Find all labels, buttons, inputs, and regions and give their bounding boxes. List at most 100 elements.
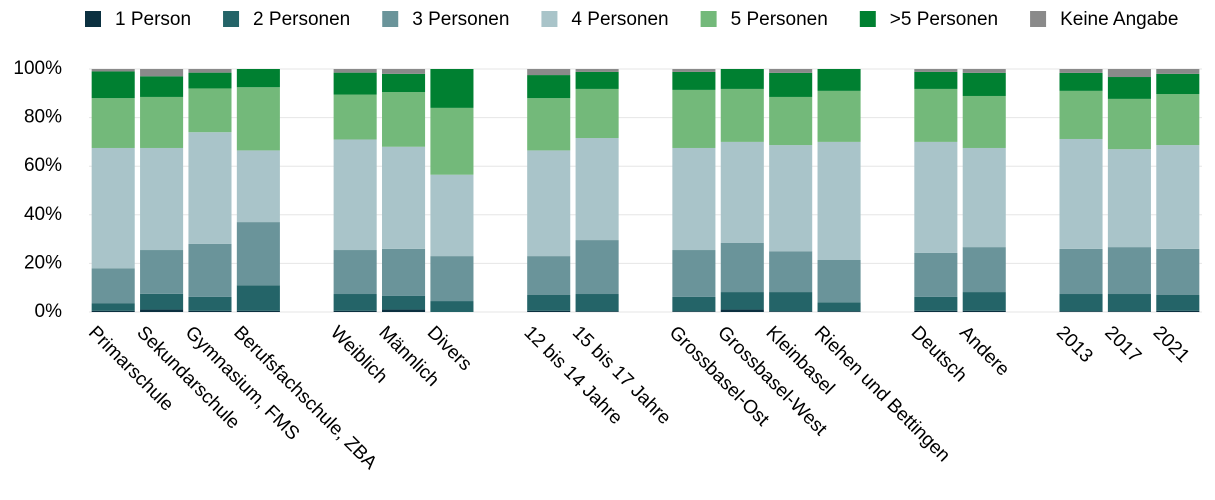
legend-label: 3 Personen <box>412 9 509 30</box>
bar-segment <box>720 292 764 310</box>
bar-segment <box>720 88 764 142</box>
bar-segment <box>575 69 619 72</box>
bar-segment <box>962 147 1006 248</box>
bar-segment <box>1059 138 1103 249</box>
bar-segment <box>1107 294 1151 312</box>
bar-segment <box>333 139 377 251</box>
bar-segment <box>382 309 426 312</box>
bar-segment <box>817 90 861 142</box>
bar-segment <box>914 69 958 72</box>
legend-swatch <box>382 11 399 27</box>
bar-segment <box>236 87 280 151</box>
bar-segment <box>817 259 861 303</box>
bar-segment <box>769 251 813 293</box>
bar-segment <box>1156 310 1200 312</box>
bar-segment <box>140 293 184 310</box>
bar-segment <box>188 88 232 133</box>
bar-segment <box>333 294 377 311</box>
bar-segment <box>1059 294 1103 312</box>
bar-segment <box>188 243 232 297</box>
bar-segment <box>672 296 716 312</box>
bar-segment <box>1059 69 1103 73</box>
bar-segment <box>962 95 1006 148</box>
bar-segment <box>527 256 571 295</box>
bar-segment <box>140 147 184 251</box>
bar-segment <box>962 69 1006 73</box>
legend-label: 4 Personen <box>571 9 668 30</box>
legend-swatch <box>223 11 240 27</box>
bar-segment <box>140 76 184 97</box>
bar-segment <box>140 69 184 77</box>
bar-segment <box>333 250 377 295</box>
legend-label: 5 Personen <box>731 9 828 30</box>
bar-segment <box>1156 73 1200 95</box>
bar-segment <box>1107 98 1151 150</box>
bar-segment <box>91 71 135 99</box>
y-tick-label: 20% <box>24 252 62 273</box>
bar-segment <box>817 302 861 312</box>
bar-segment <box>914 88 958 142</box>
bar-segment <box>527 150 571 257</box>
bar-segment <box>140 96 184 148</box>
bar-segment <box>91 69 135 72</box>
bar-segment <box>769 72 813 97</box>
legend-swatch <box>700 11 717 27</box>
bar-segment <box>91 268 135 304</box>
bar-segment <box>91 310 135 312</box>
bar-segment <box>430 301 474 312</box>
bar-segment <box>914 141 958 253</box>
bar-segment <box>1107 69 1151 78</box>
x-tick-label: 2021 <box>1149 322 1194 367</box>
bar-segment <box>236 150 280 223</box>
bar-segment <box>1059 311 1103 312</box>
bar-segment <box>1059 90 1103 139</box>
bar-segment <box>672 311 716 312</box>
bar-segment <box>672 147 716 251</box>
bar-segment <box>817 141 861 260</box>
bar-segment <box>914 310 958 312</box>
bar-segment <box>527 75 571 99</box>
bar-segment <box>527 69 571 76</box>
y-tick-label: 100% <box>13 58 62 79</box>
bar-segment <box>1156 69 1200 74</box>
bar-segment <box>430 256 474 302</box>
bar-segment <box>430 69 474 108</box>
bar-segment <box>1156 294 1200 311</box>
bar-segment <box>962 247 1006 293</box>
bar-segment <box>140 309 184 312</box>
x-tick-label: 2013 <box>1052 322 1097 367</box>
bar-segment <box>914 296 958 311</box>
bar-segment <box>527 98 571 151</box>
x-tick-label: 2017 <box>1100 322 1145 367</box>
bar-segment <box>382 69 426 74</box>
bar-segment <box>333 310 377 312</box>
bar-segment <box>333 72 377 95</box>
y-tick-label: 80% <box>24 107 62 128</box>
bar-segment <box>672 250 716 297</box>
bar-segment <box>575 240 619 295</box>
bar-segment <box>720 69 764 89</box>
bar-segment <box>382 146 426 249</box>
bar-segment <box>1107 149 1151 248</box>
bar-segment <box>188 132 232 244</box>
bar-segment <box>1156 145 1200 249</box>
bar-segment <box>575 311 619 312</box>
y-tick-label: 0% <box>35 301 63 322</box>
y-tick-label: 60% <box>24 155 62 176</box>
bar-segment <box>430 107 474 175</box>
bar-segment <box>672 71 716 90</box>
bar-segment <box>769 96 813 146</box>
bar-segment <box>575 138 619 241</box>
bar-segment <box>382 92 426 147</box>
legend-label: Keine Angabe <box>1060 9 1178 30</box>
bar-segment <box>527 294 571 311</box>
bar-segment <box>817 69 861 91</box>
bar-segment <box>672 89 716 148</box>
bar-segment <box>382 295 426 310</box>
bar-segment <box>817 311 861 312</box>
bar-segment <box>1107 311 1151 312</box>
bar-segment <box>769 292 813 312</box>
bar-segment <box>91 303 135 311</box>
legend-label: >5 Personen <box>890 9 998 30</box>
bar-segment <box>91 147 135 269</box>
